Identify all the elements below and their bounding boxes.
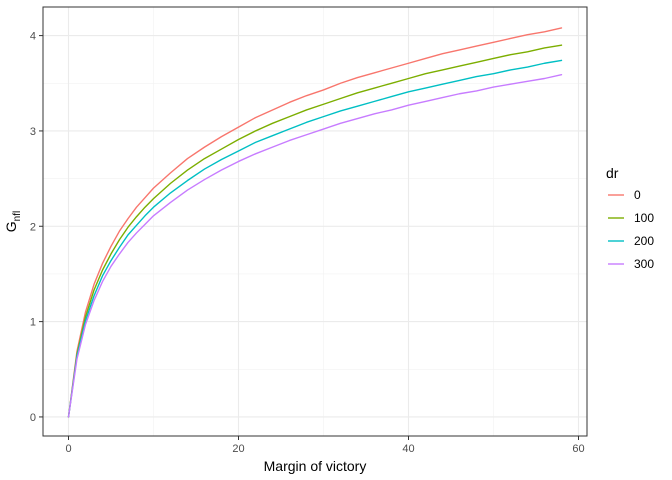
panel-border [42,6,588,437]
axis-ticks [39,35,579,440]
x-tick-label: 60 [572,443,584,455]
y-tick-label: 4 [30,31,36,43]
y-tick-labels: 0 1 2 3 4 [30,31,36,424]
x-tick-labels: 0 20 40 60 [65,443,584,455]
legend-label-200: 200 [634,234,654,248]
series-line-200 [67,59,563,418]
major-gridlines [43,7,587,436]
minor-gridlines [43,7,587,436]
y-axis-title-subscript: nfl [12,211,23,222]
legend: dr 0 100 200 300 [606,165,654,271]
legend-label-0: 0 [634,188,641,202]
series-line-100 [67,44,563,418]
legend-label-100: 100 [634,211,654,225]
y-tick-label: 2 [30,221,36,233]
x-tick-label: 40 [402,443,414,455]
series-lines [67,27,563,418]
legend-label-300: 300 [634,257,654,271]
x-tick-label: 20 [232,443,244,455]
y-tick-label: 1 [30,317,36,329]
y-tick-label: 3 [30,126,36,138]
series-line-300 [67,73,563,418]
y-axis-title: Gnfl [3,211,23,232]
series-line-0 [67,27,563,418]
legend-title: dr [606,165,619,181]
x-axis-title: Margin of victory [264,458,367,474]
y-tick-label: 0 [30,412,36,424]
x-tick-label: 0 [65,443,71,455]
y-axis-title-main: G [3,221,19,232]
